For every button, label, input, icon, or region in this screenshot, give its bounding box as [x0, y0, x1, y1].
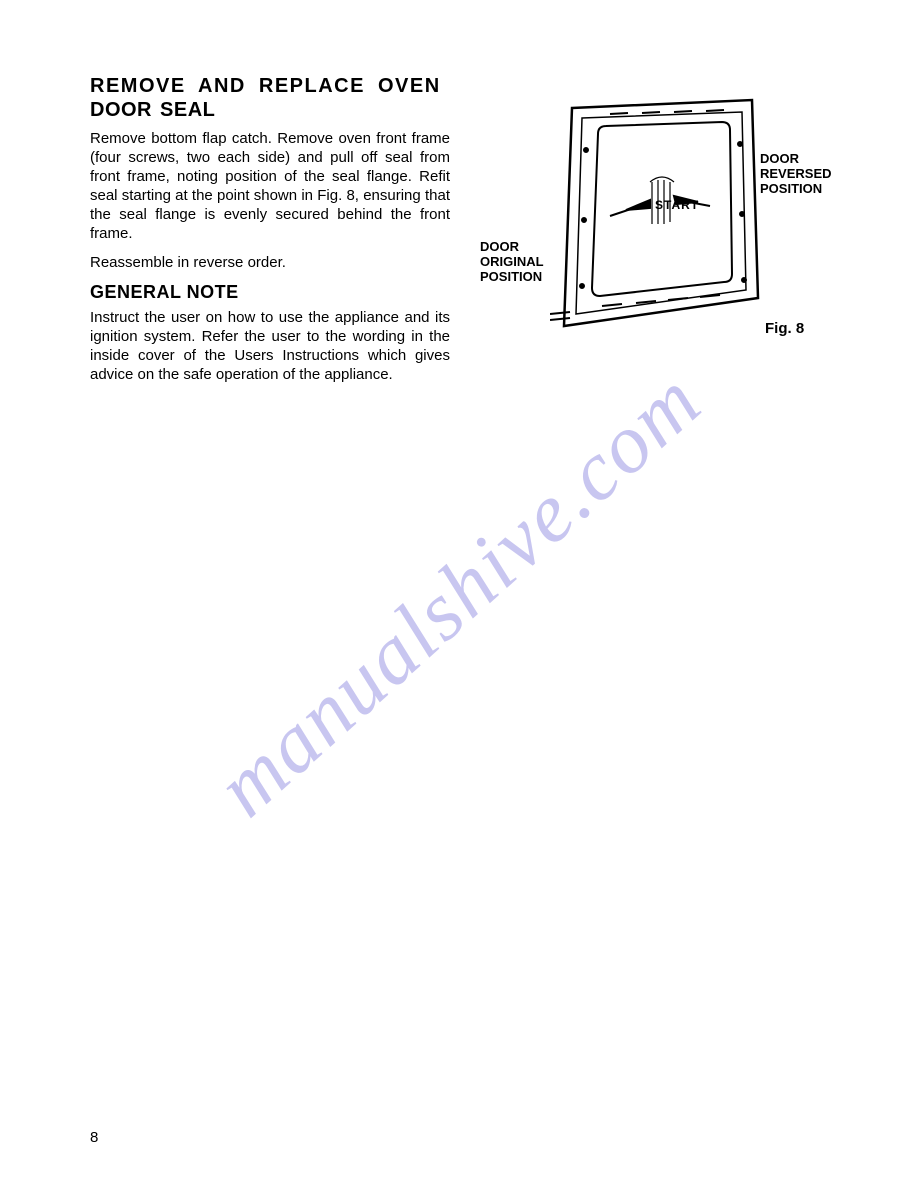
label-door-reversed: DOOR REVERSED POSITION: [760, 152, 832, 197]
text-column: REMOVE AND REPLACE OVEN DOOR SEAL Remove…: [90, 75, 450, 395]
heading1-line1: REMOVE AND REPLACE OVEN: [90, 75, 441, 97]
heading1-line2: DOOR SEAL: [90, 99, 215, 121]
heading-remove-replace: REMOVE AND REPLACE OVEN DOOR SEAL: [90, 75, 450, 122]
page-number: 8: [90, 1129, 98, 1146]
label-left-1: DOOR: [480, 239, 519, 254]
label-right-2: REVERSED: [760, 166, 832, 181]
label-door-original: DOOR ORIGINAL POSITION: [480, 240, 544, 285]
paragraph-3: Instruct the user on how to use the appl…: [90, 309, 450, 385]
label-left-3: POSITION: [480, 269, 542, 284]
label-right-1: DOOR: [760, 151, 799, 166]
watermark-text: manualshive.com: [198, 352, 720, 836]
page-container: manualshive.com REMOVE AND REPLACE OVEN …: [0, 0, 918, 1188]
start-label: START: [655, 198, 699, 212]
oven-frame-diagram: [550, 90, 760, 340]
figure-caption: Fig. 8: [765, 320, 804, 337]
label-left-2: ORIGINAL: [480, 254, 544, 269]
paragraph-1: Remove bottom flap catch. Remove oven fr…: [90, 130, 450, 243]
heading-general-note: GENERAL NOTE: [90, 282, 450, 303]
figure-8: START DOOR ORIGINAL POSITION DOOR REVERS…: [480, 90, 860, 350]
paragraph-2: Reassemble in reverse order.: [90, 254, 450, 273]
label-right-3: POSITION: [760, 181, 822, 196]
